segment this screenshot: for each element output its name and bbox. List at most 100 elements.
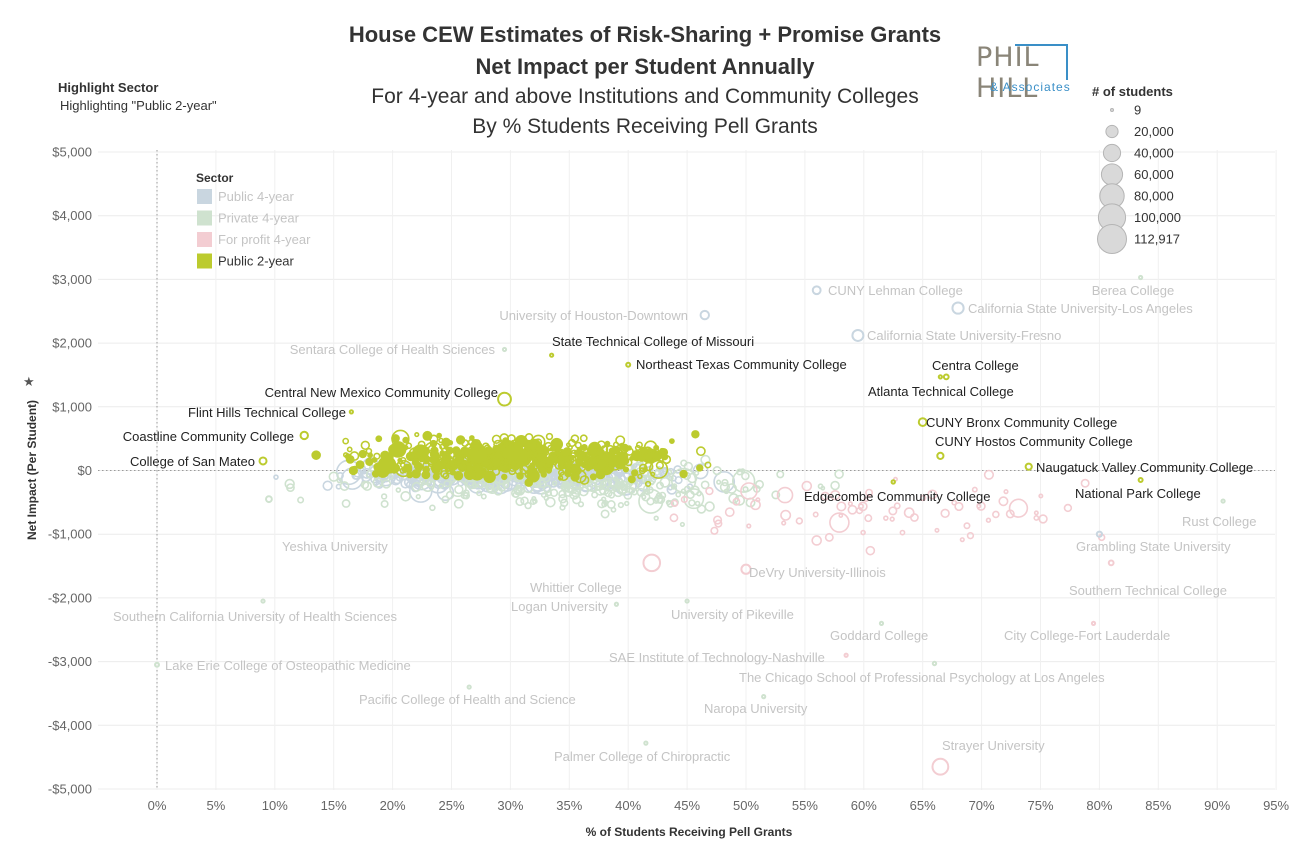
data-point[interactable] <box>674 476 683 485</box>
data-point[interactable] <box>899 529 906 536</box>
data-point[interactable] <box>647 476 657 485</box>
data-point[interactable] <box>635 441 643 449</box>
labeled-point[interactable] <box>1137 477 1144 484</box>
data-point[interactable] <box>780 509 792 521</box>
data-point[interactable] <box>631 469 639 477</box>
data-point[interactable] <box>680 459 688 467</box>
data-point[interactable] <box>512 443 524 454</box>
data-point[interactable] <box>983 469 995 480</box>
data-point[interactable] <box>606 500 616 509</box>
data-point[interactable] <box>644 461 654 472</box>
data-point[interactable] <box>858 503 864 510</box>
data-point[interactable] <box>415 493 421 500</box>
data-point[interactable] <box>546 490 553 497</box>
data-point[interactable] <box>630 488 638 496</box>
data-point[interactable] <box>1033 510 1039 516</box>
data-point[interactable] <box>692 463 709 480</box>
data-point[interactable] <box>971 486 978 493</box>
data-point[interactable] <box>402 436 410 444</box>
data-point[interactable] <box>273 474 279 480</box>
data-point[interactable] <box>417 440 426 449</box>
data-point[interactable] <box>836 501 847 512</box>
data-point[interactable] <box>716 479 722 485</box>
data-point[interactable] <box>679 521 686 528</box>
labeled-point[interactable] <box>761 694 767 700</box>
data-point[interactable] <box>342 437 350 445</box>
labeled-point[interactable] <box>684 598 690 604</box>
data-point[interactable] <box>624 500 630 507</box>
data-point[interactable] <box>724 507 735 518</box>
data-point[interactable] <box>646 497 655 506</box>
data-point[interactable] <box>910 513 919 522</box>
data-point[interactable] <box>668 438 675 444</box>
data-point[interactable] <box>888 506 898 516</box>
data-point[interactable] <box>432 472 440 481</box>
data-point[interactable] <box>659 476 671 488</box>
labeled-point[interactable] <box>501 346 508 353</box>
labeled-point[interactable] <box>931 660 938 667</box>
data-point[interactable] <box>666 500 675 508</box>
data-point[interactable] <box>865 488 874 497</box>
data-point[interactable] <box>550 454 558 462</box>
legend-label-private4[interactable]: Private 4-year <box>218 211 300 226</box>
data-point[interactable] <box>429 455 438 464</box>
data-point[interactable] <box>491 434 502 444</box>
labeled-point[interactable] <box>1090 620 1097 626</box>
data-point[interactable] <box>527 464 534 471</box>
data-point[interactable] <box>670 484 676 490</box>
data-point[interactable] <box>583 478 593 488</box>
data-point[interactable] <box>615 478 625 489</box>
data-point[interactable] <box>734 494 746 506</box>
data-point[interactable] <box>679 469 688 479</box>
data-point[interactable] <box>482 471 492 480</box>
data-point[interactable] <box>360 480 370 490</box>
data-point[interactable] <box>1038 514 1048 524</box>
data-point[interactable] <box>893 502 901 510</box>
data-point[interactable] <box>643 440 658 454</box>
data-point[interactable] <box>297 496 305 504</box>
data-point[interactable] <box>414 431 420 438</box>
data-point[interactable] <box>985 517 992 523</box>
labeled-point[interactable] <box>917 417 928 427</box>
data-point[interactable] <box>966 531 975 540</box>
data-point[interactable] <box>811 535 822 546</box>
data-point[interactable] <box>444 465 452 473</box>
data-point[interactable] <box>502 481 510 489</box>
data-point[interactable] <box>639 454 647 462</box>
data-point[interactable] <box>491 458 501 468</box>
data-point[interactable] <box>600 480 607 487</box>
labeled-point[interactable] <box>851 328 865 342</box>
data-point[interactable] <box>373 452 381 460</box>
data-point[interactable] <box>860 529 866 536</box>
labeled-point[interactable] <box>843 652 849 658</box>
data-point[interactable] <box>519 487 526 494</box>
data-point[interactable] <box>951 499 958 506</box>
data-point[interactable] <box>486 485 495 493</box>
labeled-point[interactable] <box>348 409 354 415</box>
data-point[interactable] <box>365 447 373 455</box>
data-point[interactable] <box>834 469 844 479</box>
labeled-point[interactable] <box>613 601 620 607</box>
data-point[interactable] <box>731 469 756 493</box>
data-point[interactable] <box>597 499 607 509</box>
data-point[interactable] <box>554 444 562 452</box>
data-point[interactable] <box>604 440 611 447</box>
data-point[interactable] <box>418 456 425 463</box>
data-point[interactable] <box>572 475 578 481</box>
data-point[interactable] <box>712 466 722 476</box>
data-point[interactable] <box>415 448 422 456</box>
data-point[interactable] <box>670 499 679 508</box>
data-point[interactable] <box>864 514 873 523</box>
data-point[interactable] <box>622 466 630 473</box>
data-point[interactable] <box>558 494 568 504</box>
data-point[interactable] <box>537 479 547 489</box>
data-point[interactable] <box>442 472 450 480</box>
labeled-point[interactable] <box>466 684 472 690</box>
data-point[interactable] <box>658 491 667 500</box>
data-point[interactable] <box>659 447 665 454</box>
data-point[interactable] <box>422 461 430 469</box>
data-point[interactable] <box>545 496 556 508</box>
data-point[interactable] <box>558 489 567 499</box>
data-point[interactable] <box>487 454 493 461</box>
data-point[interactable] <box>568 454 577 463</box>
